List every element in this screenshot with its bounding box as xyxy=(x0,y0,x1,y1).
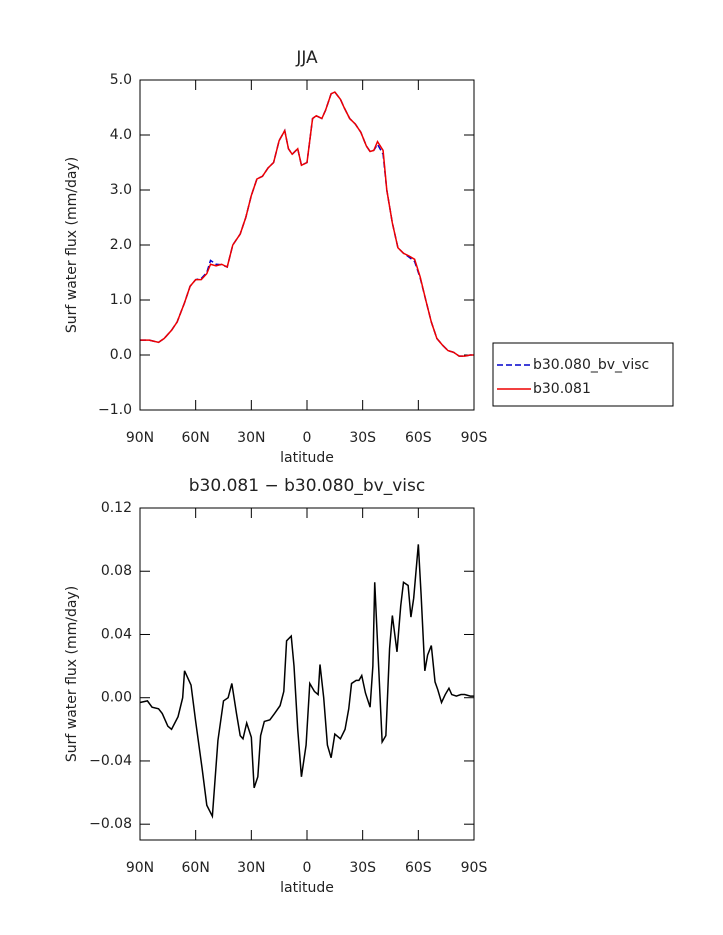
plot-frame xyxy=(139,79,475,411)
x-tick-label: 0 xyxy=(303,860,312,876)
chart-title: b30.081 − b30.080_bv_visc xyxy=(189,476,425,496)
y-tick-label: 2.0 xyxy=(110,237,132,253)
data-line xyxy=(139,544,474,820)
x-tick-label: 30N xyxy=(237,860,265,876)
y-tick-label: 0.08 xyxy=(101,563,132,579)
y-tick-label: −0.04 xyxy=(89,753,132,769)
x-tick-label: 60N xyxy=(182,430,210,446)
y-axis-label: Surf water flux (mm/day) xyxy=(64,586,80,762)
y-tick-label: 0.00 xyxy=(101,690,132,706)
x-tick-label: 30S xyxy=(349,860,376,876)
x-tick-label: 0 xyxy=(303,430,312,446)
data-line xyxy=(140,91,474,357)
y-tick-label: 5.0 xyxy=(110,72,132,88)
y-tick-label: 3.0 xyxy=(110,182,132,198)
y-tick-label: −0.08 xyxy=(89,816,132,832)
y-tick-label: 1.0 xyxy=(110,292,132,308)
x-tick-label: 60N xyxy=(182,860,210,876)
data-line xyxy=(140,91,474,357)
y-tick-label: 4.0 xyxy=(110,127,132,143)
legend-box xyxy=(492,342,674,407)
legend-label: b30.080_bv_visc xyxy=(533,357,649,373)
x-tick-label: 30S xyxy=(349,430,376,446)
x-axis-label: latitude xyxy=(280,450,334,466)
x-tick-label: 90S xyxy=(461,860,488,876)
y-axis-label: Surf water flux (mm/day) xyxy=(64,157,80,333)
x-axis-label: latitude xyxy=(280,880,334,896)
x-tick-label: 90N xyxy=(126,430,154,446)
y-tick-label: 0.04 xyxy=(101,626,132,642)
x-tick-label: 90N xyxy=(126,860,154,876)
y-tick-label: −1.0 xyxy=(98,402,132,418)
chart-title: JJA xyxy=(295,48,318,68)
y-tick-label: 0.12 xyxy=(101,500,132,516)
plot-frame xyxy=(139,507,475,841)
legend-label: b30.081 xyxy=(533,381,591,397)
x-tick-label: 90S xyxy=(461,430,488,446)
y-tick-label: 0.0 xyxy=(110,347,132,363)
x-tick-label: 30N xyxy=(237,430,265,446)
x-tick-label: 60S xyxy=(405,430,432,446)
x-tick-label: 60S xyxy=(405,860,432,876)
